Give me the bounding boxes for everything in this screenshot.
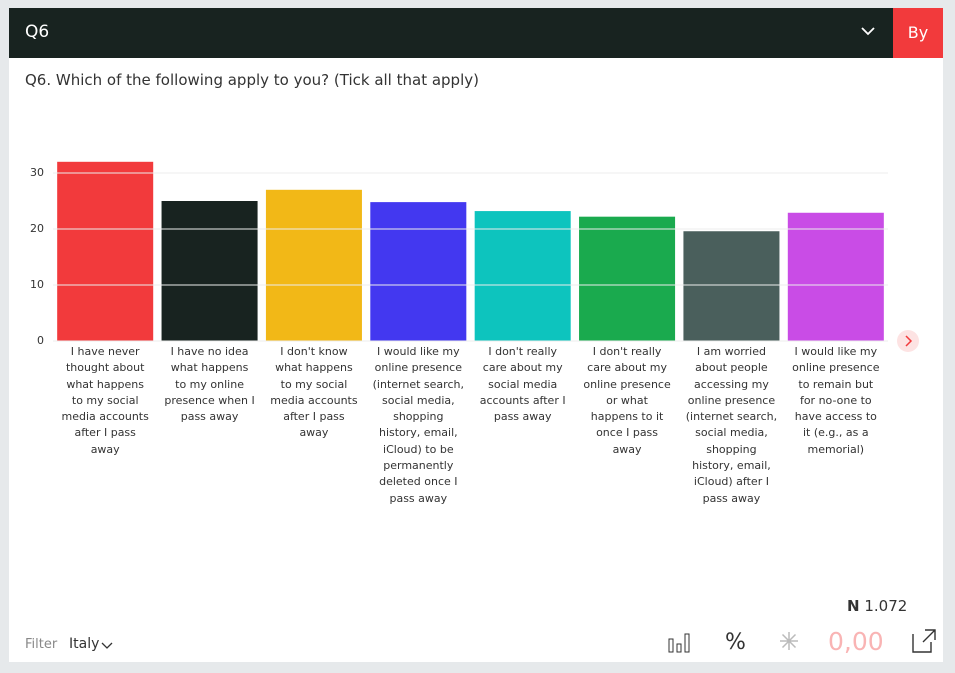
bar <box>161 201 258 341</box>
bar <box>579 216 676 341</box>
bar <box>57 161 154 341</box>
by-button[interactable]: By <box>893 8 943 58</box>
y-tick-label: 20 <box>30 222 44 235</box>
x-tick-label: I don't really care about my social medi… <box>479 345 566 424</box>
x-tick-label: I would like my online presence to remai… <box>792 345 880 456</box>
chart-icon[interactable] <box>668 631 690 653</box>
next-arrow <box>905 335 913 347</box>
percent-button[interactable]: % <box>725 630 746 655</box>
n-value: 1.072 <box>864 597 908 615</box>
x-tick-label: I am worried about people accessing my o… <box>685 345 778 505</box>
bar <box>787 212 884 341</box>
y-tick-label: 30 <box>30 166 44 179</box>
bar <box>370 202 467 341</box>
x-tick-label: I would like my online presence (interne… <box>372 345 464 505</box>
x-tick-label: I have no idea what happens to my online… <box>164 345 255 424</box>
filter-label: Filter <box>25 637 58 652</box>
dropdown-chevron[interactable] <box>861 26 875 36</box>
next-button[interactable] <box>897 330 919 352</box>
x-tick-label: I have never thought about what happens … <box>61 345 149 456</box>
card: Q6 By Q6. Which of the following apply t… <box>9 8 943 662</box>
x-tick-label: I don't know what happens to my social m… <box>270 345 358 440</box>
n-label: N <box>847 597 860 615</box>
n-count: N 1.072 <box>847 597 907 615</box>
bar <box>474 211 571 341</box>
y-tick-label: 10 <box>30 278 44 291</box>
y-tick-label: 0 <box>37 334 44 347</box>
bar <box>265 189 362 341</box>
filter-value[interactable]: Italy <box>69 636 100 652</box>
decimals[interactable]: 0,00 <box>828 627 884 656</box>
chart: 30 20 10 0 <box>30 161 919 352</box>
asterisk-icon[interactable] <box>779 631 799 651</box>
filter-chevron[interactable] <box>101 642 113 650</box>
chart-title: Q6. Which of the following apply to you?… <box>25 71 479 89</box>
bar <box>683 231 780 341</box>
x-tick-label: I don't really care about my online pres… <box>583 345 671 456</box>
header: Q6 <box>9 8 893 58</box>
header-title: Q6 <box>25 22 50 42</box>
export-icon[interactable] <box>911 628 937 654</box>
